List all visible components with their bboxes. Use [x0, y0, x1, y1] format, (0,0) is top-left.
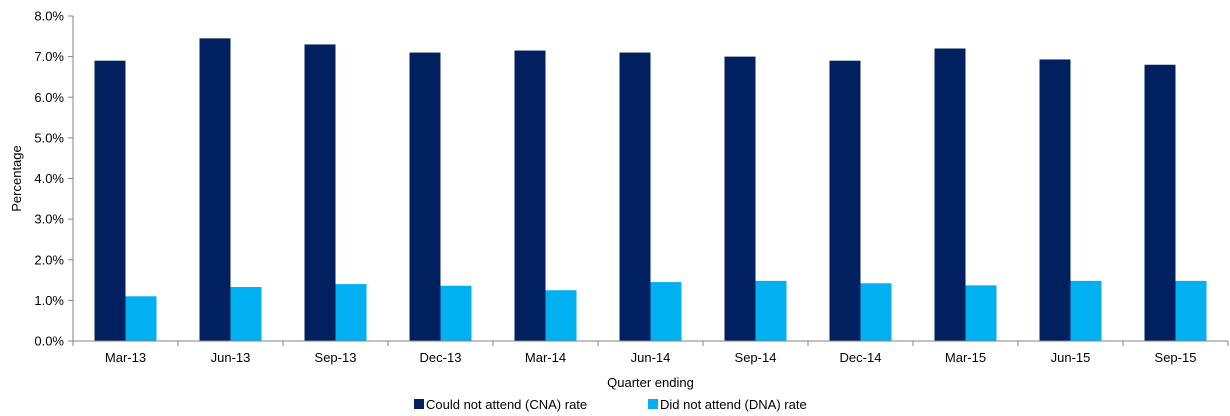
cna-bar [724, 56, 756, 341]
x-tick-label: Mar-15 [945, 350, 986, 365]
y-tick-label: 7.0% [34, 49, 64, 64]
cna-bar [199, 38, 231, 341]
x-tick-label: Sep-13 [315, 350, 357, 365]
dna-bar [335, 284, 367, 341]
dna-bar [125, 296, 157, 341]
dna-bar [1175, 280, 1207, 341]
x-tick-label: Dec-13 [420, 350, 462, 365]
dna-bar [440, 285, 472, 341]
dna-bar [650, 282, 682, 341]
dna-bar [860, 283, 892, 341]
legend-swatch-cna [414, 399, 424, 409]
legend-swatch-dna [648, 399, 658, 409]
dna-bar [755, 280, 787, 341]
y-tick-label: 3.0% [34, 212, 64, 227]
cna-bar [1144, 64, 1176, 341]
x-axis-title: Quarter ending [607, 375, 694, 390]
cna-bar [304, 44, 336, 341]
dna-bar [965, 285, 997, 341]
x-tick-label: Mar-13 [105, 350, 146, 365]
y-axis-title: Percentage [9, 145, 24, 212]
y-tick-label: 8.0% [34, 9, 64, 24]
y-tick-label: 1.0% [34, 293, 64, 308]
x-tick-label: Jun-13 [211, 350, 251, 365]
y-tick-label: 2.0% [34, 252, 64, 267]
cna-bar [619, 52, 651, 341]
y-axis-ticks: 0.0% 1.0% 2.0% 3.0% 4.0% 5.0% 6.0% 7.0% 8.0% [34, 9, 73, 349]
x-tick-label: Dec-14 [840, 350, 882, 365]
x-axis-ticks: Mar-13 Jun-13 Sep-13 Dec-13 Mar-14 Jun-14 Sep-… [72, 341, 1229, 365]
cna-bar [514, 50, 546, 341]
x-tick-label: Mar-14 [525, 350, 566, 365]
legend-label-dna: Did not attend (DNA) rate [660, 397, 807, 412]
cna-bar [409, 52, 441, 341]
cna-bar [1039, 59, 1071, 341]
y-tick-label: 4.0% [34, 171, 64, 186]
x-tick-label: Jun-14 [631, 350, 671, 365]
x-tick-label: Jun-15 [1051, 350, 1091, 365]
dna-bar [230, 286, 262, 341]
y-tick-label: 0.0% [34, 334, 64, 349]
legend-label-cna: Could not attend (CNA) rate [426, 397, 587, 412]
x-tick-label: Sep-14 [735, 350, 777, 365]
legend: Could not attend (CNA) rate Did not atten… [414, 397, 807, 412]
x-tick-label: Sep-15 [1155, 350, 1197, 365]
y-tick-label: 6.0% [34, 90, 64, 105]
dna-bar [1070, 280, 1102, 341]
dna-bar [545, 290, 577, 341]
y-tick-label: 5.0% [34, 130, 64, 145]
cna-bar [829, 60, 861, 341]
cna-bar [934, 48, 966, 341]
cna-bar [94, 60, 126, 341]
bars-group [94, 38, 1207, 341]
